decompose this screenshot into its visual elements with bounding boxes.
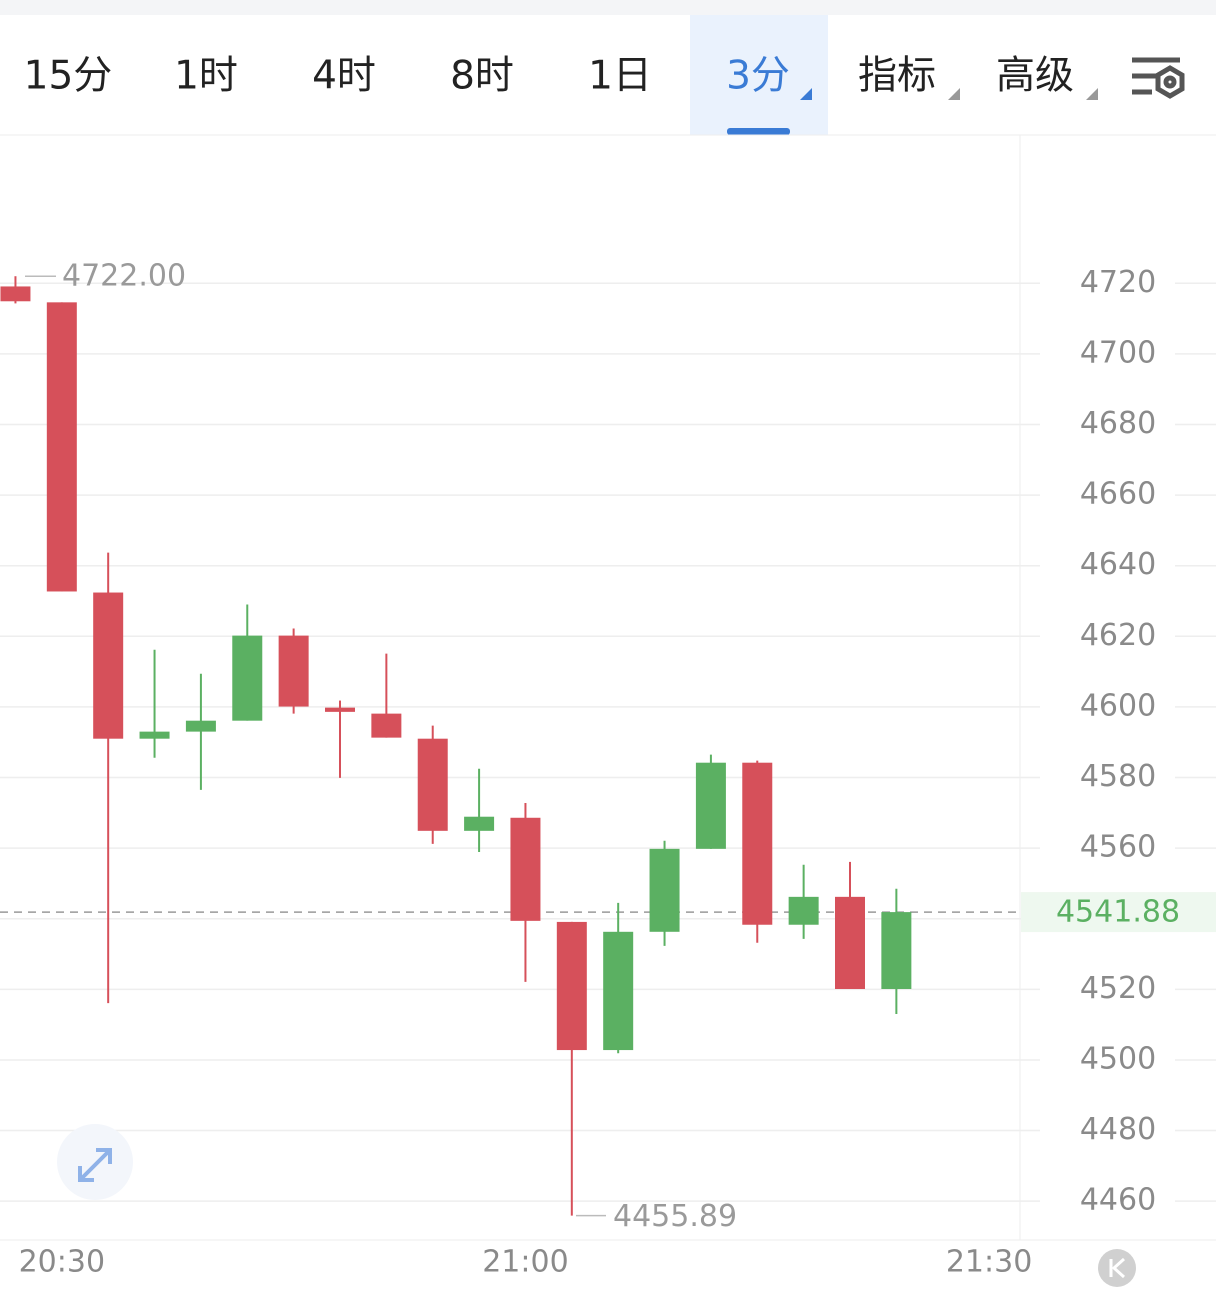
tab[interactable]: 15分 xyxy=(24,54,113,99)
candle-body xyxy=(232,635,263,721)
tab[interactable]: 高级 xyxy=(996,54,1074,99)
candle-body xyxy=(464,816,495,831)
y-tick-label: 4640 xyxy=(1080,547,1156,582)
dropdown-triangle xyxy=(948,88,960,100)
y-tick-label: 4580 xyxy=(1080,759,1156,794)
last-price-box xyxy=(1021,892,1216,933)
tab[interactable]: 1时 xyxy=(174,54,238,99)
candle-body xyxy=(510,817,541,921)
y-tick-label: 4500 xyxy=(1080,1041,1156,1076)
y-tick-label: 4560 xyxy=(1080,830,1156,865)
candle-body xyxy=(742,762,773,925)
candle-body xyxy=(556,921,587,1051)
candle-body xyxy=(325,707,355,712)
candle-body xyxy=(46,302,77,592)
tab-bar: 15分 1时 4时 8时 1日 3分 指标 高级 xyxy=(24,54,1074,99)
candle-body xyxy=(0,286,31,302)
expand-button[interactable] xyxy=(57,1124,133,1200)
y-tick-label: 4600 xyxy=(1080,688,1156,723)
candle-body xyxy=(695,762,726,849)
tab[interactable]: 3分 xyxy=(726,54,790,99)
candle-body xyxy=(835,896,865,989)
y-tick-label: 4620 xyxy=(1080,618,1156,653)
candle-body xyxy=(139,731,170,739)
max-marker-label: 4722.00 xyxy=(62,259,186,294)
tab[interactable]: 4时 xyxy=(312,54,376,99)
y-tick-label: 4520 xyxy=(1080,971,1156,1006)
candle-body xyxy=(371,713,402,738)
tab[interactable]: 指标 xyxy=(858,54,936,99)
y-tick-label: 4660 xyxy=(1080,477,1156,512)
k-button[interactable] xyxy=(1098,1249,1136,1287)
y-tick-label: 4680 xyxy=(1080,406,1156,441)
last-price-label: 4541.88 xyxy=(1056,895,1180,930)
tab[interactable]: 1日 xyxy=(588,54,652,99)
y-tick-label: 4700 xyxy=(1080,335,1156,370)
candle-body xyxy=(788,896,819,925)
plot: 4460 4480 4500 4520 4560 4580 4600 4620 4640 4660… xyxy=(0,259,1216,1280)
x-tick-label: 20:30 xyxy=(19,1245,105,1280)
active-tab-underline xyxy=(727,128,790,135)
candle-body xyxy=(881,912,912,989)
tab[interactable]: 8时 xyxy=(450,54,514,99)
candle-body xyxy=(417,738,448,831)
active-tab-bg xyxy=(690,15,828,135)
candle-body xyxy=(93,592,124,739)
x-tick-label: 21:30 xyxy=(946,1245,1032,1280)
candle-body xyxy=(649,848,680,932)
x-tick-label: 21:00 xyxy=(482,1245,568,1280)
y-tick-label: 4720 xyxy=(1080,265,1156,300)
settings-icon[interactable] xyxy=(1132,57,1185,99)
dropdown-triangle xyxy=(800,88,812,100)
dropdown-triangle xyxy=(1086,88,1098,100)
candle-body xyxy=(185,720,216,732)
top-strip xyxy=(0,0,1216,15)
candle-body xyxy=(603,931,634,1051)
y-tick-label: 4460 xyxy=(1080,1183,1156,1218)
min-marker-label: 4455.89 xyxy=(613,1199,737,1234)
y-tick-label: 4480 xyxy=(1080,1112,1156,1147)
candle-body xyxy=(278,635,309,707)
